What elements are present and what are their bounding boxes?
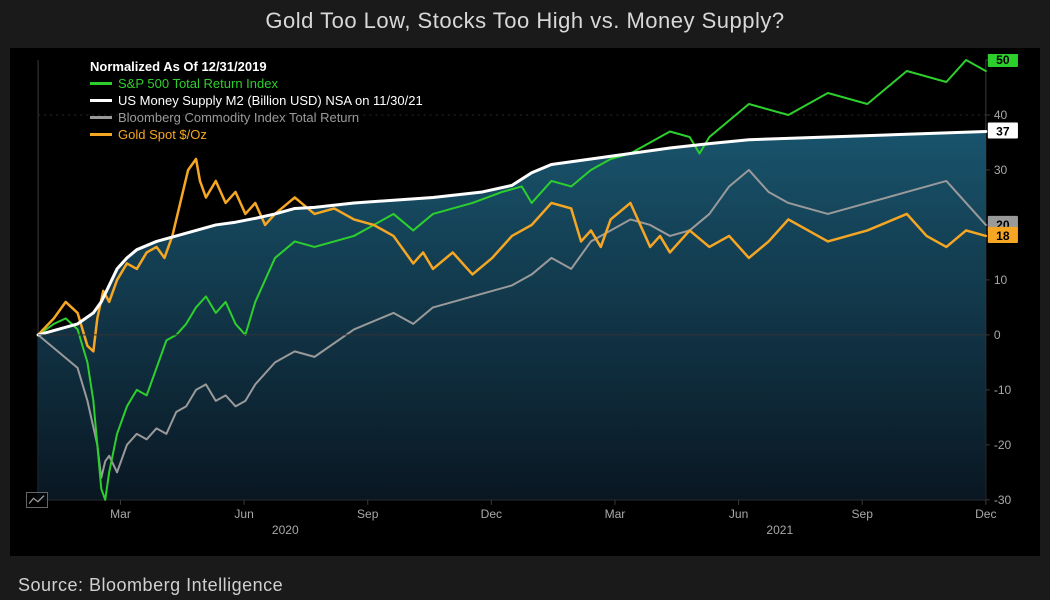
svg-text:10: 10: [994, 273, 1008, 287]
svg-text:50: 50: [996, 54, 1010, 67]
page-title: Gold Too Low, Stocks Too High vs. Money …: [0, 0, 1050, 48]
chart-legend: Normalized As Of 12/31/2019 S&P 500 Tota…: [90, 58, 423, 143]
svg-text:2021: 2021: [766, 523, 793, 537]
svg-text:Mar: Mar: [605, 507, 626, 521]
svg-text:0: 0: [994, 328, 1001, 342]
svg-text:-20: -20: [994, 438, 1012, 452]
legend-label: S&P 500 Total Return Index: [118, 75, 278, 92]
svg-text:Jun: Jun: [729, 507, 748, 521]
chart-toggle-icon[interactable]: [26, 492, 48, 508]
legend-swatch: [90, 82, 112, 85]
legend-label: Bloomberg Commodity Index Total Return: [118, 109, 359, 126]
svg-text:Dec: Dec: [975, 507, 996, 521]
svg-text:37: 37: [996, 125, 1010, 139]
legend-item: Bloomberg Commodity Index Total Return: [90, 109, 423, 126]
legend-item: S&P 500 Total Return Index: [90, 75, 423, 92]
legend-label: Gold Spot $/Oz: [118, 126, 207, 143]
svg-text:Dec: Dec: [481, 507, 502, 521]
svg-text:Jun: Jun: [234, 507, 253, 521]
legend-label: US Money Supply M2 (Billion USD) NSA on …: [118, 92, 423, 109]
svg-text:-10: -10: [994, 383, 1012, 397]
svg-text:18: 18: [996, 229, 1010, 243]
svg-text:Sep: Sep: [357, 507, 379, 521]
svg-text:30: 30: [994, 163, 1008, 177]
legend-swatch: [90, 99, 112, 102]
svg-text:2020: 2020: [272, 523, 299, 537]
legend-swatch: [90, 116, 112, 119]
legend-swatch: [90, 133, 112, 136]
legend-header: Normalized As Of 12/31/2019: [90, 58, 423, 75]
legend-item: Gold Spot $/Oz: [90, 126, 423, 143]
chart-container: Normalized As Of 12/31/2019 S&P 500 Tota…: [10, 48, 1040, 556]
source-attribution: Source: Bloomberg Intelligence: [18, 575, 283, 596]
svg-text:40: 40: [994, 108, 1008, 122]
svg-text:Sep: Sep: [851, 507, 873, 521]
legend-item: US Money Supply M2 (Billion USD) NSA on …: [90, 92, 423, 109]
svg-text:-30: -30: [994, 493, 1012, 507]
svg-text:Mar: Mar: [110, 507, 131, 521]
